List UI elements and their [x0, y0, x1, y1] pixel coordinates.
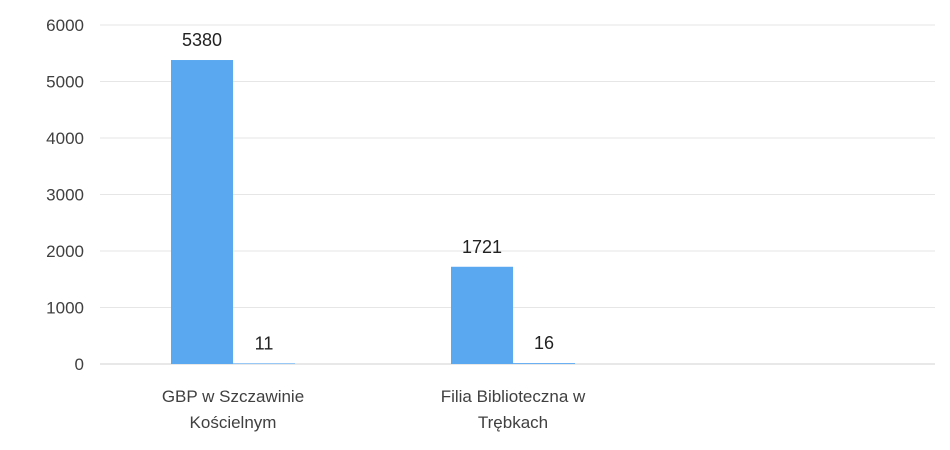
y-axis-tick-labels: 0 1000 2000 3000 4000 5000 6000	[46, 16, 84, 374]
bars	[171, 60, 575, 364]
category-label: Filia Biblioteczna w	[441, 387, 586, 406]
category-label: Kościelnym	[190, 413, 277, 432]
data-labels: 5380 11 1721 16	[182, 30, 554, 353]
data-label-0-1: 11	[255, 333, 274, 353]
category-label: Trębkach	[478, 413, 548, 432]
bar-0-1	[233, 363, 295, 364]
gridlines	[100, 24, 935, 365]
y-tick-label: 0	[75, 355, 84, 374]
data-label-0-0: 5380	[182, 30, 222, 50]
y-tick-label: 6000	[46, 16, 84, 35]
y-tick-label: 4000	[46, 129, 84, 148]
bar-0-0	[171, 60, 233, 364]
data-label-1-1: 16	[534, 333, 554, 353]
category-label: GBP w Szczawinie	[162, 387, 304, 406]
bar-1-0	[451, 266, 513, 364]
y-tick-label: 2000	[46, 242, 84, 261]
y-tick-label: 5000	[46, 73, 84, 92]
bar-1-1	[513, 363, 575, 364]
data-label-1-0: 1721	[462, 237, 502, 257]
y-tick-label: 3000	[46, 186, 84, 205]
y-tick-label: 1000	[46, 299, 84, 318]
x-axis-category-labels: GBP w Szczawinie Kościelnym Filia Bibliote…	[162, 387, 586, 432]
